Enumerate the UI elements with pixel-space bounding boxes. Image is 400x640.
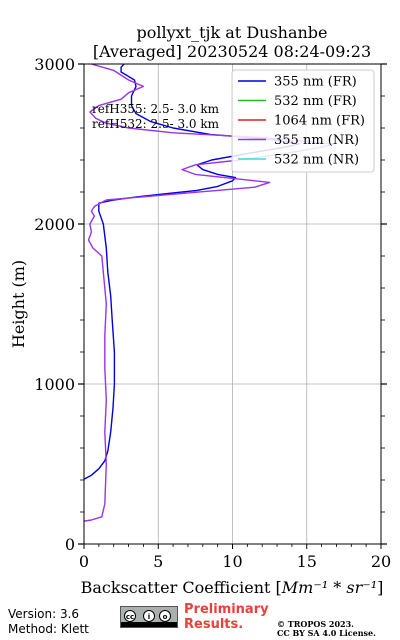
y-tick-label: 0 xyxy=(65,535,75,554)
chart-title-line1: pollyxt_tjk at Dushanbe xyxy=(136,23,327,42)
cc-logo-bar xyxy=(121,622,177,627)
sa-icon: o xyxy=(159,610,171,622)
y-tick-label: 2000 xyxy=(34,215,75,234)
ref-height-355-annotation: refH355: 2.5- 3.0 km xyxy=(92,102,220,116)
version-label: Version: 3.6 xyxy=(8,607,80,621)
ref-height-532-annotation: refH532: 2.5- 3.0 km xyxy=(92,117,220,131)
y-tick-label: 1000 xyxy=(34,375,75,394)
copyright-note: © TROPOS 2023. CC BY SA 4.0 License. xyxy=(277,620,376,638)
legend-label-532-nm-nr: 532 nm (NR) xyxy=(274,153,359,168)
by-icon: i xyxy=(143,610,155,622)
legend-label-532-nm-fr: 532 nm (FR) xyxy=(274,94,357,109)
legend-label-355-nm-nr: 355 nm (NR) xyxy=(274,133,359,148)
y-axis-label: Height (m) xyxy=(9,260,28,348)
series-line-355-nm-nr xyxy=(84,64,335,522)
copyright-line2: CC BY SA 4.0 License. xyxy=(277,628,376,638)
x-tick-label: 0 xyxy=(79,552,89,571)
y-tick-label: 3000 xyxy=(34,55,75,74)
x-tick-label: 15 xyxy=(297,552,317,571)
legend-label-1064-nm-fr: 1064 nm (FR) xyxy=(274,114,365,129)
series-line-355-nm-fr xyxy=(84,64,300,480)
axis-ticks: 0 5 10 15 20 0 1000 2000 3000 xyxy=(34,55,391,571)
x-tick-label: 10 xyxy=(222,552,242,571)
preliminary-line2: Results. xyxy=(184,617,244,632)
x-tick-label: 20 xyxy=(371,552,391,571)
x-tick-label: 5 xyxy=(153,552,163,571)
method-label: Method: Klett xyxy=(8,622,89,636)
series-lines xyxy=(84,64,335,522)
legend: 355 nm (FR) 532 nm (FR) 1064 nm (FR) 355 nm… xyxy=(231,69,375,173)
preliminary-results-note: Preliminary Results. xyxy=(184,602,269,632)
legend-items: 355 nm (FR) 532 nm (FR) 1064 nm (FR) 355 nm… xyxy=(238,75,365,168)
preliminary-line1: Preliminary xyxy=(184,602,269,617)
chart-title-line2: [Averaged] 20230524 08:24-09:23 xyxy=(93,42,371,61)
x-axis-label: Backscatter Coefficient [Mm⁻¹ * sr⁻¹] xyxy=(81,578,384,597)
cc-icon: cc xyxy=(124,610,136,622)
cc-license-logo: cc i o xyxy=(120,606,178,628)
copyright-line1: © TROPOS 2023. xyxy=(277,619,354,629)
legend-box xyxy=(231,69,375,173)
legend-label-355-nm-fr: 355 nm (FR) xyxy=(274,75,357,90)
